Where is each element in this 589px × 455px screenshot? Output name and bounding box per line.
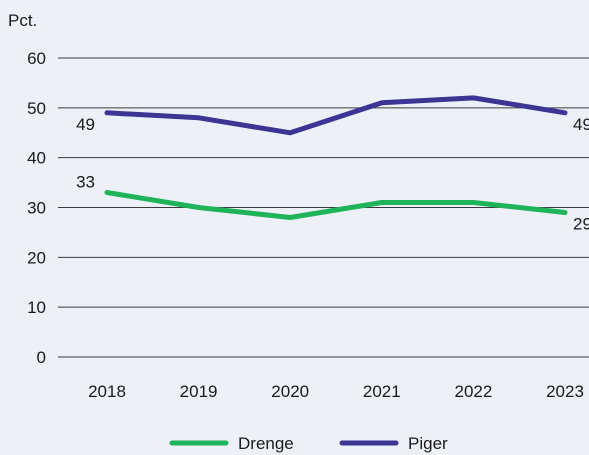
data-label-piger-2023: 49: [573, 115, 589, 134]
y-tick-label-0: 0: [37, 348, 46, 367]
legend: Drenge Piger: [169, 434, 448, 453]
y-tick-label-60: 60: [27, 49, 46, 68]
y-tick-label-30: 30: [27, 199, 46, 218]
y-tick-label-50: 50: [27, 99, 46, 118]
data-label-drenge-2023: 29: [573, 214, 589, 233]
y-tick-label-20: 20: [27, 248, 46, 267]
y-axis-tick-labels: 0 10 20 30 40 50 60: [27, 49, 46, 367]
data-label-drenge-2018: 33: [76, 173, 95, 192]
x-tick-label-2021: 2021: [363, 382, 401, 401]
y-axis-unit-label: Pct.: [8, 11, 37, 30]
x-tick-label-2020: 2020: [271, 382, 309, 401]
series-line-drenge: [104, 190, 568, 220]
legend-label-drenge: Drenge: [238, 434, 294, 453]
data-label-piger-2018: 49: [76, 115, 95, 134]
data-labels: 33 29 49 49: [76, 115, 589, 234]
legend-label-piger: Piger: [408, 434, 448, 453]
y-tick-label-40: 40: [27, 149, 46, 168]
x-axis-tick-labels: 2018 2019 2020 2021 2022 2023: [88, 382, 584, 401]
series-lines: [104, 95, 568, 220]
x-tick-label-2018: 2018: [88, 382, 126, 401]
series-line-piger: [104, 95, 568, 136]
x-tick-label-2022: 2022: [454, 382, 492, 401]
y-tick-label-10: 10: [27, 298, 46, 317]
gridlines: [58, 57, 589, 358]
x-tick-label-2019: 2019: [180, 382, 218, 401]
x-tick-label-2023: 2023: [546, 382, 584, 401]
